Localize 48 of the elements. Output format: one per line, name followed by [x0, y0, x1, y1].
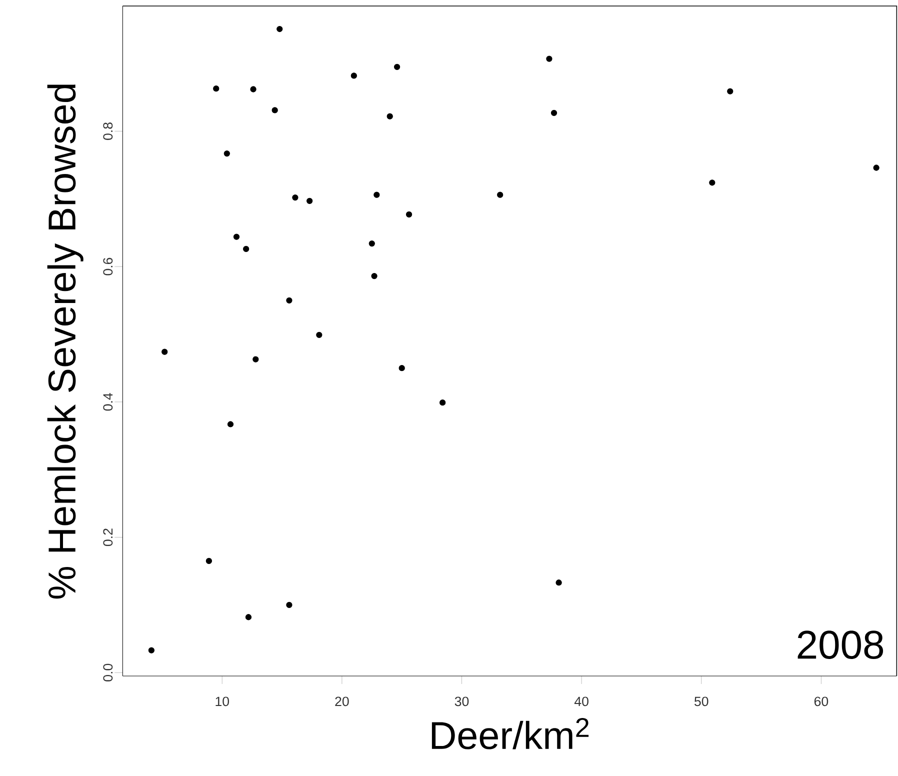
x-tick-label: 30 [454, 696, 469, 706]
point [245, 614, 252, 620]
point [286, 297, 292, 304]
y-tick-label: 0.0 [103, 664, 113, 682]
point [243, 246, 250, 252]
x-tick-label: 60 [814, 696, 828, 706]
point [497, 192, 504, 198]
x-tick-label: 50 [694, 696, 708, 706]
point [213, 86, 220, 92]
x-tick-label: 10 [216, 696, 230, 706]
y-tick-label: 0.6 [103, 258, 113, 276]
point [550, 110, 558, 116]
point [406, 211, 412, 218]
x-tick-label: 20 [335, 696, 349, 706]
point [350, 72, 357, 79]
point [368, 240, 375, 247]
point [250, 86, 256, 92]
point [233, 234, 240, 240]
point [440, 400, 446, 406]
point [316, 332, 322, 338]
point [371, 272, 378, 280]
annotation: 2008 [798, 630, 884, 659]
point [276, 26, 283, 32]
y-tick-label: 0.2 [103, 528, 113, 546]
point [286, 602, 292, 608]
y-axis-title: % Hemlock Severely Browsed [47, 84, 84, 599]
point [162, 348, 168, 355]
x-axis-title: Deer/km$^{2}$ [432, 718, 589, 750]
point [148, 647, 154, 654]
point [709, 180, 716, 186]
point [252, 356, 259, 362]
point [374, 192, 380, 198]
point [556, 580, 562, 586]
y-tick-label: 0.4 [103, 393, 113, 411]
point [206, 558, 212, 564]
point [398, 365, 405, 372]
point [546, 56, 552, 62]
x-tick-label: 40 [574, 696, 588, 706]
point [227, 421, 234, 428]
point [224, 150, 230, 157]
point [394, 64, 400, 70]
point [386, 113, 393, 120]
point [292, 194, 298, 201]
point [873, 164, 880, 171]
point [727, 88, 734, 94]
y-tick-label: 0.8 [103, 122, 113, 140]
point [272, 107, 278, 114]
point [306, 198, 313, 204]
